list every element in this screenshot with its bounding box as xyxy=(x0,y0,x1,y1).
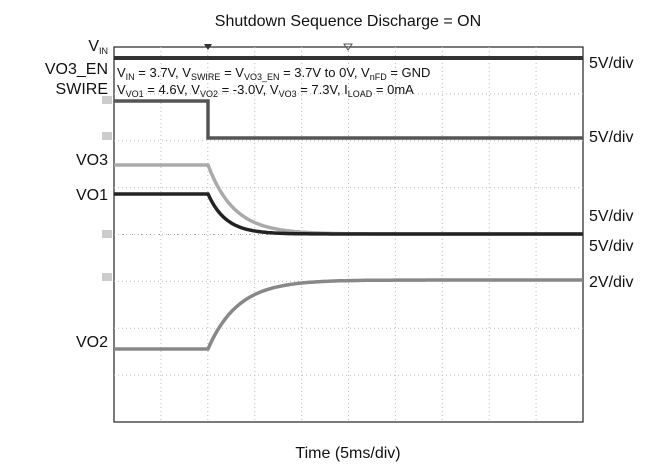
scale-labels: 5V/div 5V/div 5V/div 5V/div 2V/div xyxy=(589,55,633,291)
scale-label: 5V/div xyxy=(589,208,633,225)
label-main: V xyxy=(88,38,99,55)
annotation: VIN = 3.7V, VSWIRE = VVO3_EN = 3.7V to 0… xyxy=(117,65,430,99)
channel-label: VO3 xyxy=(76,152,108,169)
annotation-subscript: SWIRE xyxy=(191,72,221,82)
annotation-line: VVO1 = 4.6V, VVO2 = -3.0V, VVO3 = 7.3V, … xyxy=(117,82,414,99)
annotation-text: = V xyxy=(220,65,244,80)
annotation-text: = 0mA xyxy=(372,82,414,97)
channel-label: SWIRE xyxy=(56,81,108,98)
channel-label: VIN xyxy=(88,38,108,56)
annotation-text: = 7.3V, I xyxy=(297,82,348,97)
trace-swire xyxy=(114,99,583,140)
x-label: Time (5ms/div) xyxy=(295,445,400,462)
annotation-subscript: VO2 xyxy=(200,89,218,99)
annotation-text: = GND xyxy=(387,65,431,80)
trigger-marker xyxy=(204,44,212,50)
ground-marker xyxy=(102,96,112,104)
ground-marker xyxy=(102,273,112,281)
trigger-marker xyxy=(343,43,353,51)
scale-label: 2V/div xyxy=(589,274,633,291)
annotation-text: = 3.7V to 0V, V xyxy=(279,65,370,80)
channel-label: VO1 xyxy=(76,187,108,204)
annotation-subscript: IN xyxy=(126,72,135,82)
annotation-subscript: LOAD xyxy=(348,89,373,99)
traces xyxy=(114,56,583,351)
scale-label: 5V/div xyxy=(589,129,633,146)
ground-marker xyxy=(102,132,112,140)
annotation-subscript: nFD xyxy=(370,72,388,82)
trace-vo2 xyxy=(114,278,583,351)
annotation-text: V xyxy=(117,82,126,97)
scale-label: 5V/div xyxy=(589,238,633,255)
annotation-subscript: VO1 xyxy=(126,89,144,99)
ground-marker xyxy=(102,230,112,238)
annotation-text: = -3.0V, V xyxy=(218,82,279,97)
annotation-subscript: VO3_EN xyxy=(244,72,280,82)
annotation-line: VIN = 3.7V, VSWIRE = VVO3_EN = 3.7V to 0… xyxy=(117,65,430,82)
graticule xyxy=(102,43,584,423)
annotation-subscript: VO3 xyxy=(279,89,297,99)
title: Shutdown Sequence Discharge = ON xyxy=(215,13,481,30)
trace-vo1 xyxy=(114,192,583,236)
channel-label: VO3_EN xyxy=(45,61,108,78)
annotation-text: V xyxy=(117,65,126,80)
channel-label: VO2 xyxy=(76,334,108,351)
label-sub: IN xyxy=(99,46,108,56)
annotation-text: = 4.6V, V xyxy=(144,82,201,97)
scale-label: 5V/div xyxy=(589,55,633,72)
annotation-text: = 3.7V, V xyxy=(135,65,192,80)
